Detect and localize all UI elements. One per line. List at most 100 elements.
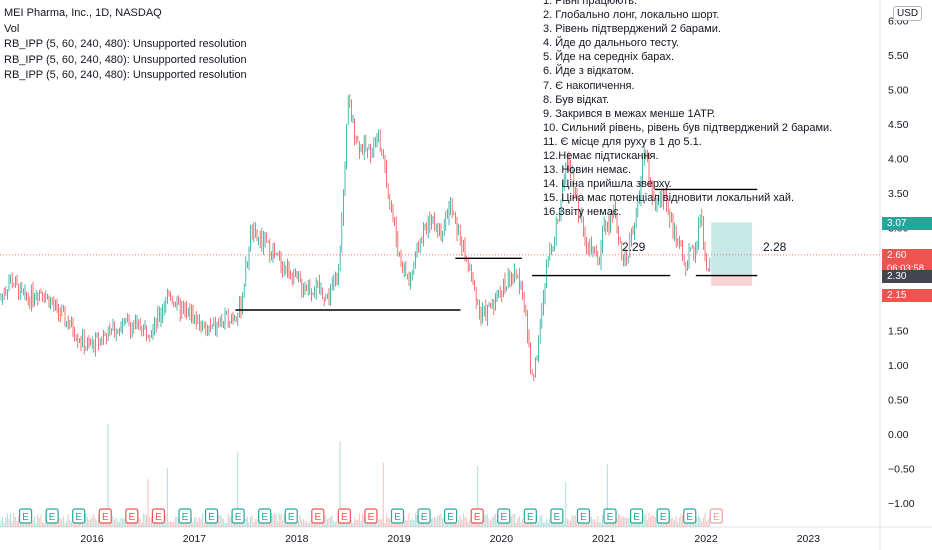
volume-bar [362,514,363,527]
volume-bar [250,517,251,527]
volume-bar [359,513,360,527]
earnings-marker[interactable]: E [285,509,297,523]
earnings-marker[interactable]: E [73,509,85,523]
volume-bar [256,519,257,527]
volume-bar [7,513,8,527]
earnings-marker[interactable]: E [99,509,111,523]
volume-bar [10,513,11,527]
earnings-icon: E [580,512,587,523]
volume-bar [196,517,197,527]
volume-bar [351,520,352,527]
volume-bar [303,519,304,527]
volume-bar [42,522,43,527]
indicator-label[interactable]: RB_IPP (5, 60, 240, 480): Unsupported re… [4,53,247,69]
volume-bar [461,520,462,527]
earnings-marker[interactable]: E [391,509,403,523]
volume-bar [124,519,125,527]
earnings-marker[interactable]: E [631,509,643,523]
earnings-icon: E [49,512,56,523]
earnings-marker[interactable]: E [206,509,218,523]
volume-bar [39,518,40,527]
volume-bar [437,515,438,527]
y-tick-label: 4.50 [888,119,909,131]
volume-bar [34,516,35,527]
volume-bar [272,515,273,527]
volume-bar [140,519,141,527]
currency-button[interactable]: USD [893,6,922,21]
volume-bar [87,517,88,527]
earnings-icon: E [102,512,109,523]
y-tick-label: 1.00 [888,360,909,372]
x-tick-label: 2022 [694,533,718,545]
volume-bar [488,519,489,527]
volume-bar [456,523,457,527]
volume-bar [12,521,13,527]
volume-bar [708,519,709,527]
indicator-label[interactable]: RB_IPP (5, 60, 240, 480): Unsupported re… [4,37,247,53]
volume-bar [148,479,149,527]
note-line: 7. Є накопичення. [543,79,832,93]
earnings-marker[interactable]: E [710,509,722,523]
earnings-marker[interactable]: E [232,509,244,523]
volume-bar [628,518,629,527]
volume-bar [572,515,573,527]
volume-bar [13,514,14,527]
volume-bar [44,523,45,527]
earnings-icon: E [713,512,720,523]
earnings-marker[interactable]: E [524,509,536,523]
volume-bar [279,514,280,527]
volume-bar [90,519,91,527]
volume-bar [540,515,541,527]
earnings-icon: E [261,512,268,523]
current-price: 2.60 [887,249,932,262]
earnings-marker[interactable]: E [152,509,164,523]
volume-bar [679,517,680,527]
volume-bar [434,517,435,527]
volume-bar [405,520,406,527]
earnings-marker[interactable]: E [577,509,589,523]
earnings-marker[interactable]: E [179,509,191,523]
symbol-title[interactable]: MEI Pharma, Inc., 1D, NASDAQ [4,6,247,22]
earnings-marker[interactable]: E [365,509,377,523]
earnings-marker[interactable]: E [445,509,457,523]
earnings-icon: E [394,512,401,523]
earnings-marker[interactable]: E [551,509,563,523]
volume-label[interactable]: Vol [4,22,247,38]
earnings-marker[interactable]: E [20,509,32,523]
earnings-marker[interactable]: E [338,509,350,523]
earnings-marker[interactable]: E [604,509,616,523]
y-tick-label: 5.50 [888,50,909,62]
volume-bar [336,521,337,527]
volume-bar [253,522,254,527]
earnings-marker[interactable]: E [498,509,510,523]
volume-bar [247,516,248,527]
volume-bar [328,518,329,527]
earnings-marker[interactable]: E [259,509,271,523]
note-line: 1. Рівні працюють. [543,0,832,8]
earnings-marker[interactable]: E [46,509,58,523]
x-tick-label: 2018 [285,533,309,545]
earnings-marker[interactable]: E [126,509,138,523]
x-tick-label: 2016 [80,533,104,545]
volume-bar [61,519,62,527]
volume-bar [327,519,328,527]
earnings-marker[interactable]: E [657,509,669,523]
earnings-marker[interactable]: E [418,509,430,523]
earnings-icon: E [421,512,428,523]
volume-bar [645,514,646,527]
earnings-marker[interactable]: E [312,509,324,523]
earnings-marker[interactable]: E [684,509,696,523]
volume-bar [332,515,333,527]
volume-bar [703,518,704,527]
stop-price-tag: 2.15 [882,289,932,302]
note-line: 6. Йде з відкатом. [543,64,832,78]
earnings-marker[interactable]: E [471,509,483,523]
volume-bar [66,521,67,527]
x-tick-label: 2021 [592,533,616,545]
indicator-label[interactable]: RB_IPP (5, 60, 240, 480): Unsupported re… [4,68,247,84]
note-line: 9. Закрився в межах менше 1АТР. [543,107,832,121]
volume-bar [220,515,221,527]
x-tick-label: 2017 [183,533,207,545]
earnings-icon: E [129,512,136,523]
volume-bar [245,519,246,527]
